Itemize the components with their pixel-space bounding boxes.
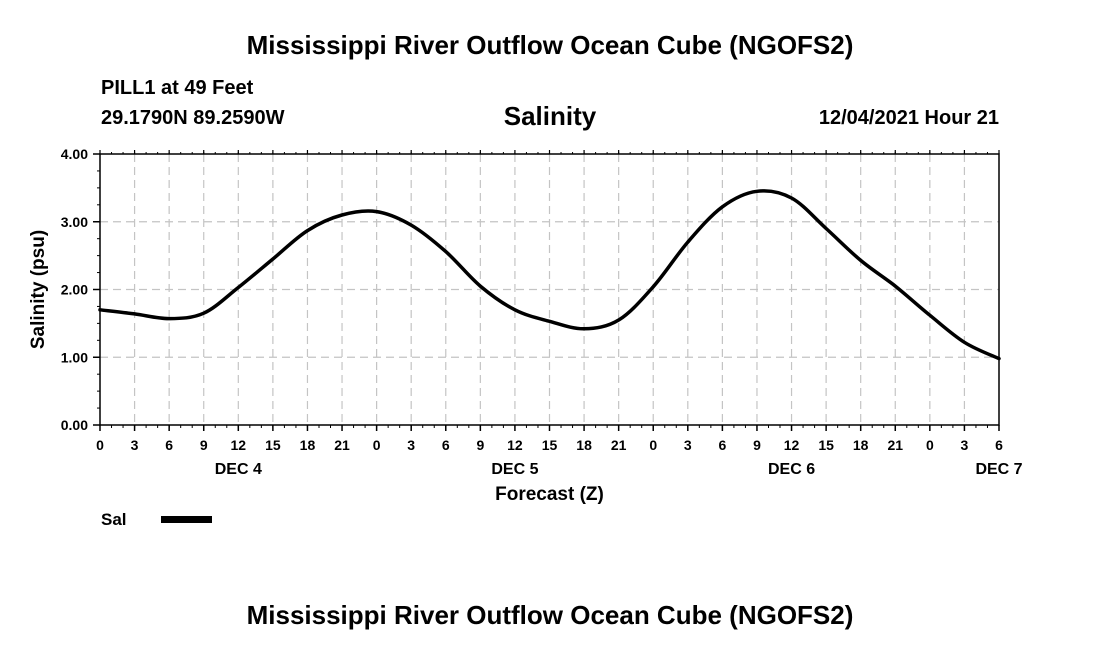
x-tick-label: 21 xyxy=(334,437,350,453)
ticks xyxy=(93,150,1000,431)
axis-labels: 0.00 1.00 2.00 3.00 4.00 0 3 6 9 12 15 18 21 0 3 6 9 12 15… xyxy=(28,146,1023,505)
footer-title: Mississippi River Outflow Ocean Cube (NG… xyxy=(246,600,854,630)
x-tick-label: 15 xyxy=(265,437,281,453)
day-label: DEC 7 xyxy=(975,461,1022,478)
x-tick-label: 9 xyxy=(476,437,484,453)
forecast-datetime: 12/04/2021 Hour 21 xyxy=(818,107,999,129)
x-tick-label: 12 xyxy=(507,437,523,453)
chart-title: Mississippi River Outflow Ocean Cube (NG… xyxy=(246,30,854,60)
day-label: DEC 4 xyxy=(215,461,262,478)
x-tick-label: 15 xyxy=(542,437,558,453)
x-tick-label: 18 xyxy=(853,437,869,453)
y-tick-label: 1.00 xyxy=(61,349,88,365)
x-tick-label: 3 xyxy=(131,437,139,453)
grid xyxy=(100,154,999,425)
x-tick-label: 3 xyxy=(407,437,415,453)
x-tick-label: 0 xyxy=(926,437,934,453)
day-label: DEC 6 xyxy=(768,461,815,478)
station-label: PILL1 at 49 Feet xyxy=(101,77,254,99)
x-tick-label: 18 xyxy=(300,437,316,453)
x-tick-label: 12 xyxy=(784,437,800,453)
x-tick-label: 18 xyxy=(576,437,592,453)
x-tick-label: 6 xyxy=(718,437,726,453)
x-tick-label: 21 xyxy=(887,437,903,453)
x-tick-label: 3 xyxy=(961,437,969,453)
x-tick-label: 12 xyxy=(231,437,247,453)
legend-swatch xyxy=(161,516,212,523)
x-tick-label: 6 xyxy=(995,437,1003,453)
station-coordinates: 29.1790N 89.2590W xyxy=(101,107,285,129)
y-tick-label: 2.00 xyxy=(61,282,88,298)
x-tick-label: 6 xyxy=(442,437,450,453)
x-tick-label: 15 xyxy=(818,437,834,453)
y-tick-label: 3.00 xyxy=(61,214,88,230)
x-tick-label: 0 xyxy=(96,437,104,453)
x-tick-label: 9 xyxy=(200,437,208,453)
variable-title: Salinity xyxy=(503,101,597,131)
x-tick-label: 21 xyxy=(611,437,627,453)
y-tick-label: 0.00 xyxy=(61,417,88,433)
day-label: DEC 5 xyxy=(491,461,538,478)
y-axis-title: Salinity (psu) xyxy=(28,230,49,349)
x-tick-label: 0 xyxy=(649,437,657,453)
x-tick-label: 3 xyxy=(684,437,692,453)
y-tick-label: 4.00 xyxy=(61,146,88,162)
x-axis-title: Forecast (Z) xyxy=(495,484,604,505)
series-line-sal xyxy=(98,189,1001,361)
legend-label: Sal xyxy=(101,510,127,529)
x-tick-label: 9 xyxy=(753,437,761,453)
x-tick-label: 0 xyxy=(373,437,381,453)
x-tick-label: 6 xyxy=(165,437,173,453)
